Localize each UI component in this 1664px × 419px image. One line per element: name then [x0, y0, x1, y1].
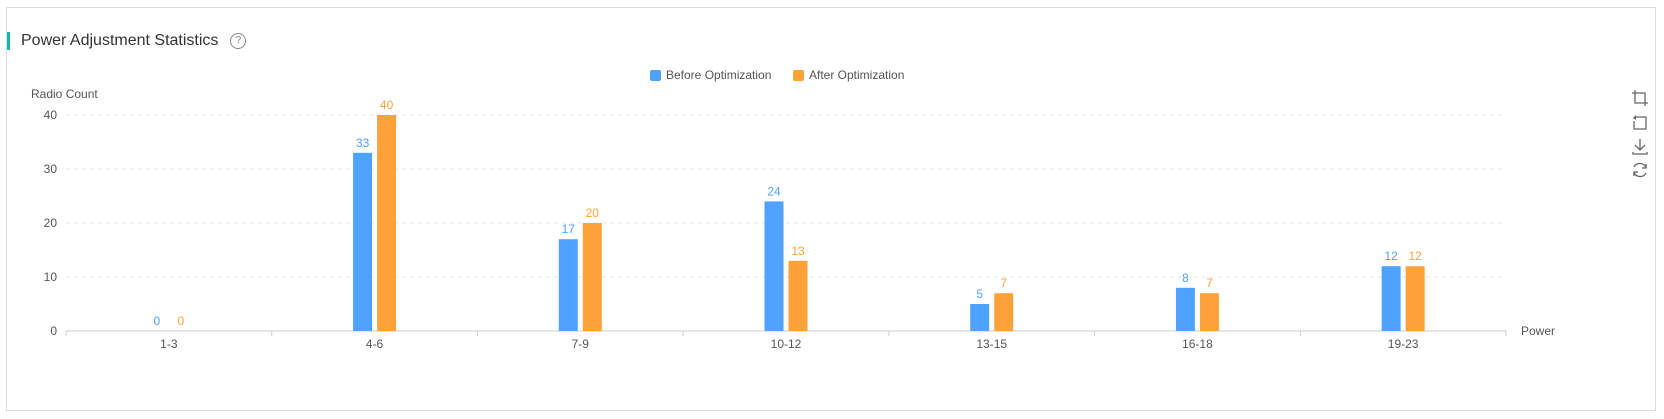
title-accent-bar [7, 32, 10, 50]
bar-data-label: 0 [178, 314, 185, 328]
y-tick-label: 20 [44, 216, 58, 230]
chart-panel: Power Adjustment Statistics ? [6, 7, 1656, 411]
bar-data-label: 7 [1206, 276, 1213, 290]
x-tick-label: 7-9 [572, 337, 590, 351]
bar-data-label: 5 [976, 287, 983, 301]
bar [377, 115, 397, 331]
legend-swatch [793, 70, 804, 81]
title-bar: Power Adjustment Statistics ? [7, 30, 247, 52]
x-tick-label: 13-15 [976, 337, 1007, 351]
bar-data-label: 33 [356, 136, 370, 150]
bar-data-label: 12 [1408, 249, 1422, 263]
legend-label: After Optimization [809, 68, 904, 82]
y-tick-label: 10 [44, 270, 58, 284]
y-tick-label: 40 [44, 108, 58, 122]
bar [788, 260, 808, 331]
bar-data-label: 20 [586, 206, 600, 220]
x-tick-label: 1-3 [160, 337, 178, 351]
bar [1381, 266, 1401, 331]
bar [1199, 293, 1219, 331]
bar-data-label: 0 [154, 314, 161, 328]
bar-data-label: 24 [767, 184, 781, 198]
bar [1175, 287, 1195, 331]
bar [558, 239, 578, 331]
page-title: Power Adjustment Statistics [21, 32, 219, 49]
bar-data-label: 40 [380, 98, 394, 112]
bar [994, 293, 1014, 331]
x-tick-label: 10-12 [771, 337, 802, 351]
bar [1405, 266, 1425, 331]
x-axis-label: Power [1521, 324, 1555, 338]
y-tick-label: 30 [44, 162, 58, 176]
x-tick-label: 19-23 [1388, 337, 1419, 351]
bar-data-label: 12 [1384, 249, 1398, 263]
bar-data-label: 7 [1000, 276, 1007, 290]
help-icon[interactable]: ? [230, 33, 247, 49]
legend-swatch [650, 70, 661, 81]
bar-data-label: 8 [1182, 271, 1189, 285]
bar [970, 304, 990, 331]
refresh-icon[interactable] [1630, 160, 1650, 180]
chart-toolbox [1630, 88, 1650, 180]
bar [582, 223, 602, 331]
bar [353, 152, 373, 331]
download-icon[interactable] [1630, 136, 1650, 156]
undo-icon[interactable] [1630, 112, 1650, 132]
y-tick-label: 0 [50, 324, 57, 338]
bar-data-label: 17 [562, 222, 576, 236]
bar-data-label: 13 [791, 244, 805, 258]
x-tick-label: 16-18 [1182, 337, 1213, 351]
y-axis-label: Radio Count [31, 87, 98, 101]
crop-icon[interactable] [1630, 88, 1650, 108]
x-tick-label: 4-6 [366, 337, 384, 351]
bar [764, 201, 784, 331]
legend-label: Before Optimization [666, 68, 771, 82]
